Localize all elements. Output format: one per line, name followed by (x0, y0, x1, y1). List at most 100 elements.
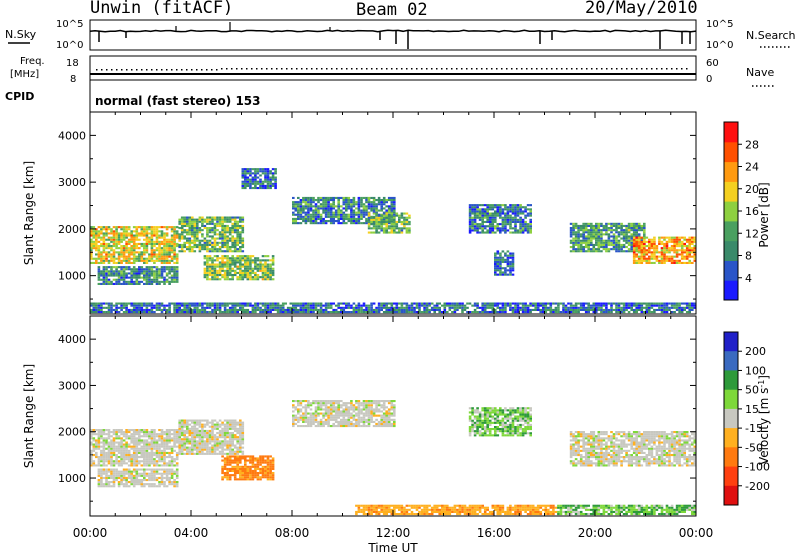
echo-cell (209, 434, 212, 436)
echo-cell (633, 241, 636, 243)
echo-cell (577, 229, 580, 231)
echo-cell (688, 309, 691, 311)
echo-cell (269, 177, 272, 179)
echo-cell (166, 268, 169, 270)
echo-cell (534, 303, 537, 305)
echo-cell (231, 250, 234, 252)
echo-cell (572, 240, 575, 242)
echo-cell (653, 241, 656, 243)
echo-cell (95, 260, 98, 262)
echo-cell (267, 278, 270, 280)
echo-cell (587, 238, 590, 240)
echo-cell (363, 222, 366, 224)
echo-cell (221, 221, 224, 223)
echo-cell (128, 253, 131, 255)
echo-cell (646, 253, 649, 255)
echo-cell (300, 212, 303, 214)
echo-cell (234, 259, 237, 261)
echo-cell (307, 197, 310, 199)
echo-cell (95, 439, 98, 441)
echo-cell (666, 311, 669, 313)
echo-cell (168, 262, 171, 264)
echo-cell (161, 429, 164, 431)
echo-cell (158, 256, 161, 258)
echo-cell (302, 218, 305, 220)
echo-cell (358, 212, 361, 214)
echo-cell (600, 303, 603, 305)
echo-cell (105, 247, 108, 249)
echo-cell (494, 269, 497, 271)
echo-cell (441, 305, 444, 307)
echo-cell (133, 268, 136, 270)
echo-cell (158, 303, 161, 305)
echo-cell (580, 244, 583, 246)
echo-cell (173, 230, 176, 232)
echo-cell (527, 213, 530, 215)
echo-cell (494, 206, 497, 208)
echo-cell (272, 264, 275, 266)
echo-cell (264, 172, 267, 174)
echo-cell (118, 311, 121, 313)
echo-cell (143, 303, 146, 305)
echo-cell (587, 225, 590, 227)
nave-dot (181, 69, 183, 71)
echo-cell (181, 223, 184, 225)
echo-cell (221, 270, 224, 272)
echo-cell (103, 429, 106, 431)
echo-cell (502, 204, 505, 206)
echo-cell (633, 233, 636, 235)
echo-cell (438, 307, 441, 309)
colorbar-cell (724, 142, 738, 162)
echo-cell (224, 261, 227, 263)
echo-cell (100, 429, 103, 431)
echo-cell (479, 223, 482, 225)
echo-cell (635, 260, 638, 262)
echo-cell (125, 303, 128, 305)
echo-cell (610, 248, 613, 250)
echo-cell (575, 303, 578, 305)
echo-cell (555, 307, 558, 309)
echo-cell (635, 229, 638, 231)
echo-cell (110, 247, 113, 249)
nave-dot (581, 68, 583, 70)
echo-cell (635, 311, 638, 313)
echo-cell (244, 270, 247, 272)
echo-cell (635, 231, 638, 233)
echo-cell (194, 235, 197, 237)
echo-cell (643, 260, 646, 262)
echo-cell (686, 311, 689, 313)
echo-cell (201, 449, 204, 451)
echo-cell (658, 305, 661, 307)
echo-cell (141, 253, 144, 255)
echo-cell (269, 170, 272, 172)
echo-cell (183, 438, 186, 440)
echo-cell (186, 219, 189, 221)
echo-cell (332, 303, 335, 305)
nave-dot (496, 68, 498, 70)
echo-cell (479, 210, 482, 212)
nave-dot (451, 68, 453, 70)
echo-cell (123, 258, 126, 260)
echo-cell (247, 185, 250, 187)
echo-cell (625, 307, 628, 309)
echo-cell (95, 429, 98, 431)
echo-cell (380, 207, 383, 209)
echo-cell (269, 187, 272, 189)
echo-cell (108, 431, 111, 433)
echo-cell (100, 251, 103, 253)
echo-cell (332, 220, 335, 222)
echo-cell (529, 219, 532, 221)
echo-cell (120, 464, 123, 466)
echo-cell (676, 243, 679, 245)
echo-cell (582, 223, 585, 225)
echo-cell (123, 446, 126, 448)
echo-cell (105, 464, 108, 466)
echo-cell (383, 229, 386, 231)
echo-cell (204, 311, 207, 313)
colorbar-cell (724, 241, 738, 261)
echo-cell (93, 303, 96, 305)
echo-cell (565, 305, 568, 307)
echo-cell (130, 239, 133, 241)
echo-cell (189, 244, 192, 246)
echo-cell (136, 460, 139, 462)
